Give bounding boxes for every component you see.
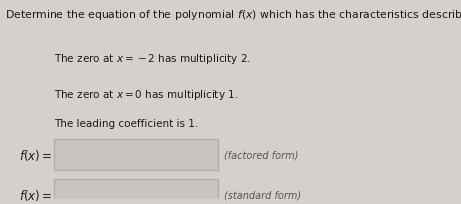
- Text: (standard form): (standard form): [224, 189, 301, 199]
- Text: The zero at $x=0$ has multiplicity 1.: The zero at $x=0$ has multiplicity 1.: [54, 87, 238, 101]
- Text: $f(x) =$: $f(x) =$: [18, 147, 52, 162]
- Text: (factored form): (factored form): [224, 150, 298, 160]
- Text: Determine the equation of the polynomial $f(x)$ which has the characteristics de: Determine the equation of the polynomial…: [5, 8, 461, 22]
- Text: The zero at $x=-2$ has multiplicity 2.: The zero at $x=-2$ has multiplicity 2.: [54, 52, 251, 66]
- Text: $f(x) =$: $f(x) =$: [18, 187, 52, 202]
- FancyBboxPatch shape: [54, 179, 218, 204]
- FancyBboxPatch shape: [54, 140, 218, 170]
- Text: The leading coefficient is 1.: The leading coefficient is 1.: [54, 119, 198, 129]
